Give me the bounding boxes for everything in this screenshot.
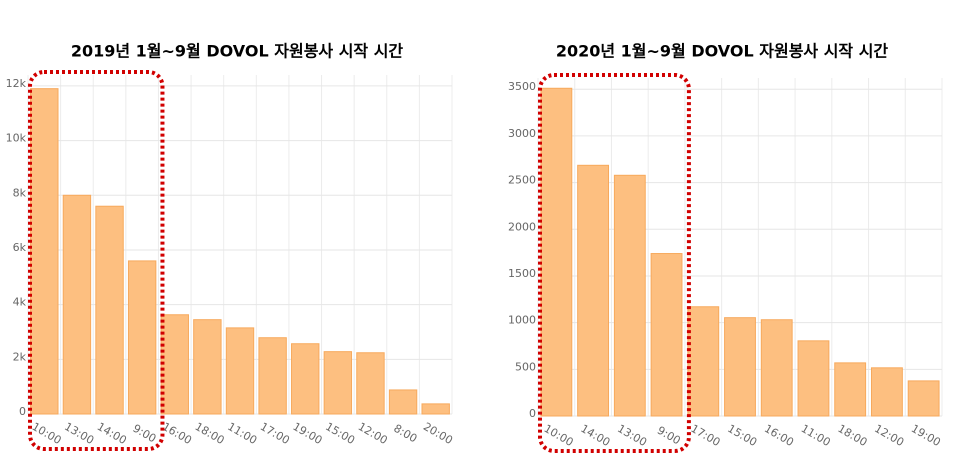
bar [356, 352, 385, 415]
y-tick-label: 500 [515, 360, 536, 373]
bar [388, 389, 418, 415]
y-tick-label: 1000 [508, 314, 536, 327]
highlight-box [28, 70, 165, 451]
chart-title: 2019년 1월~9월 DOVOL 자원봉사 시작 시간 [71, 42, 404, 61]
bar [834, 362, 867, 417]
bar [127, 260, 157, 415]
bar [797, 340, 830, 417]
bar [225, 327, 255, 415]
bar [687, 306, 720, 417]
bar [62, 194, 92, 415]
highlight-box [538, 73, 691, 453]
bar [193, 319, 222, 415]
bar [650, 253, 683, 417]
y-tick-label: 0 [529, 407, 536, 420]
y-tick-label: 0 [19, 405, 26, 418]
bar [30, 88, 59, 415]
y-tick-label: 10k [6, 132, 27, 145]
bar [540, 87, 573, 417]
bar [907, 380, 940, 417]
bar [291, 343, 320, 415]
y-tick-label: 8k [13, 186, 27, 199]
bar [258, 337, 287, 415]
y-tick-label: 4k [13, 296, 27, 309]
y-tick-label: 6k [13, 241, 27, 254]
bar [724, 317, 756, 417]
bar [323, 351, 353, 415]
bar [613, 174, 646, 417]
y-tick-label: 3500 [508, 80, 536, 93]
bar [95, 205, 124, 415]
y-tick-label: 2k [13, 350, 27, 363]
bar [760, 319, 793, 417]
y-tick-label: 12k [6, 77, 27, 90]
bar [160, 314, 189, 415]
y-tick-label: 2000 [508, 220, 536, 233]
chart-title: 2020년 1월~9월 DOVOL 자원봉사 시작 시간 [556, 42, 889, 61]
y-tick-label: 1500 [508, 267, 536, 280]
bar [870, 367, 903, 417]
y-tick-label: 3000 [508, 127, 536, 140]
bar [421, 403, 450, 415]
y-tick-label: 2500 [508, 174, 536, 187]
bar [577, 164, 610, 417]
